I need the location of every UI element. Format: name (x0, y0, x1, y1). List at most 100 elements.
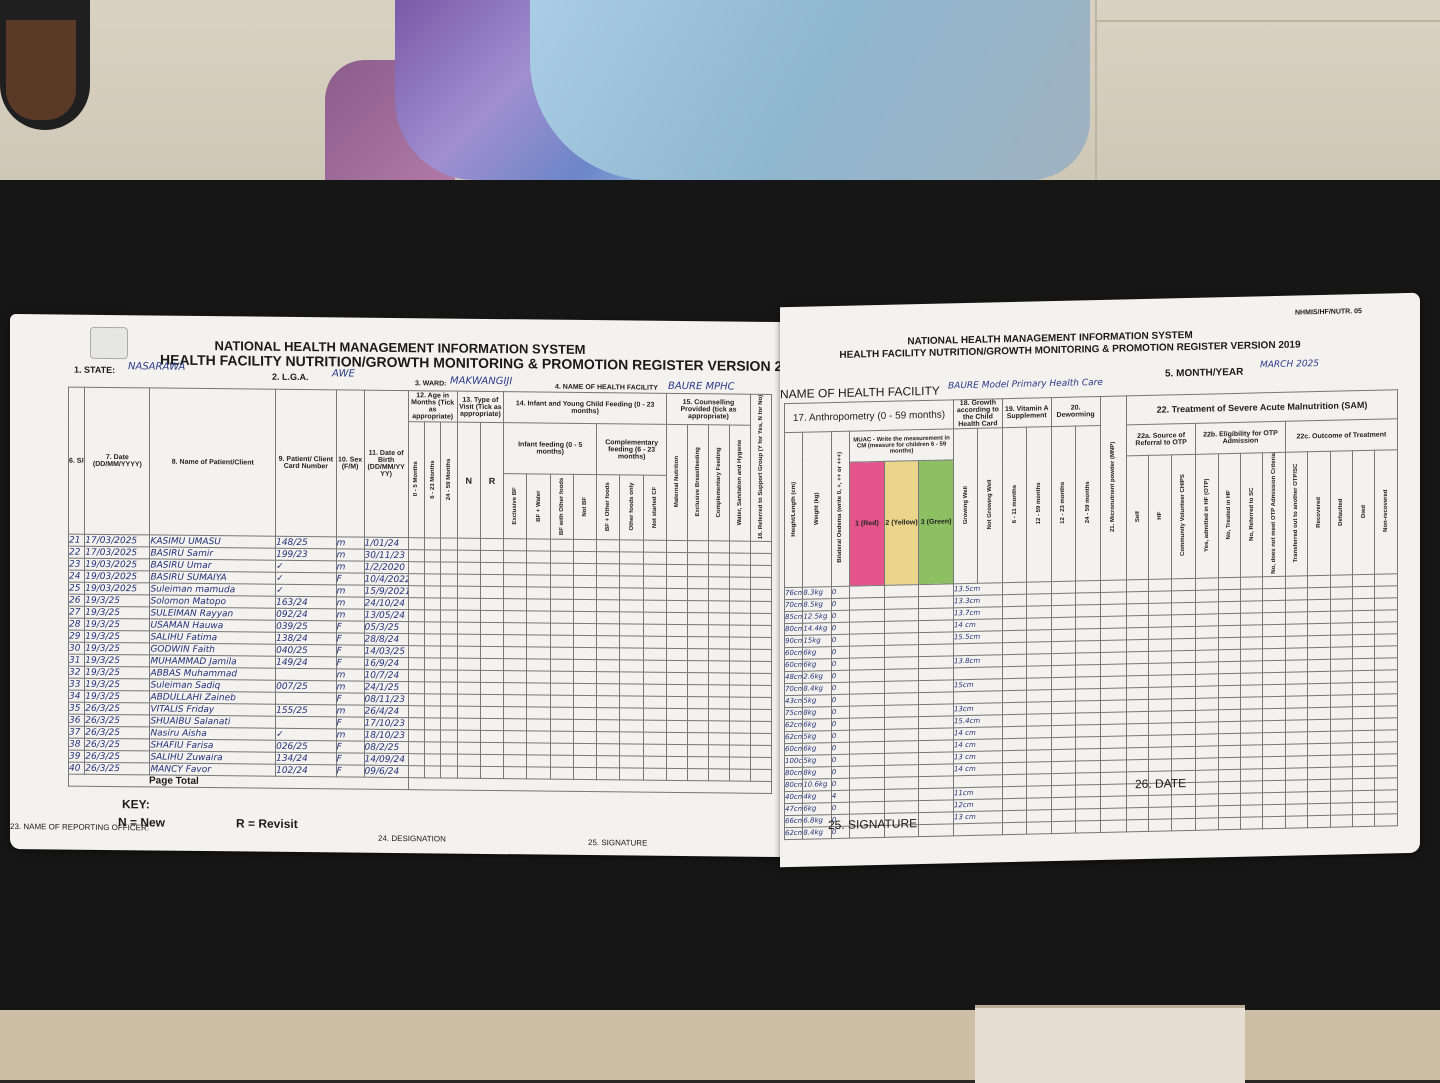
cell-checkbox[interactable] (666, 612, 688, 626)
cell-checkbox[interactable] (1171, 698, 1196, 711)
cell-checkbox[interactable] (480, 586, 504, 600)
cell-checkbox[interactable] (596, 600, 620, 613)
cell-checkbox[interactable] (1330, 670, 1353, 683)
cell-card[interactable]: 163/24 (275, 596, 337, 610)
cell-oedema[interactable]: 4 (831, 789, 850, 803)
cell-checkbox[interactable] (1218, 613, 1241, 626)
cell-checkbox[interactable] (643, 672, 667, 685)
cell-checkbox[interactable] (1218, 709, 1241, 722)
cell-checkbox[interactable] (550, 659, 574, 672)
cell-checkbox[interactable] (1171, 674, 1196, 687)
cell-checkbox[interactable] (1330, 622, 1353, 635)
cell-checkbox[interactable] (1075, 604, 1101, 617)
cell-date[interactable]: 19/03/2025 (84, 558, 150, 572)
cell-sn[interactable]: 36 (68, 714, 85, 727)
cell-checkbox[interactable] (1051, 820, 1076, 834)
cell-checkbox[interactable] (1195, 709, 1219, 723)
cell-dob[interactable]: 14/03/25 (364, 645, 409, 659)
cell-checkbox[interactable] (1262, 707, 1286, 721)
cell-checkbox[interactable] (1352, 597, 1375, 611)
cell-checkbox[interactable] (457, 562, 481, 575)
cell-date[interactable]: 19/3/25 (84, 630, 150, 644)
cell-checkbox[interactable] (1171, 662, 1196, 675)
cell-checkbox[interactable] (1240, 684, 1263, 698)
cell-checkbox[interactable] (1002, 797, 1027, 811)
cell-checkbox[interactable] (1307, 574, 1331, 588)
cell-checkbox[interactable] (1352, 693, 1375, 707)
cell-muac-band[interactable] (849, 645, 885, 658)
cell-oedema[interactable]: 0 (831, 681, 850, 695)
cell-muac-band[interactable] (884, 632, 919, 646)
cell-checkbox[interactable] (619, 708, 644, 721)
cell-dob[interactable]: 14/09/24 (364, 753, 409, 767)
cell-height[interactable]: 76cm (784, 586, 803, 600)
cell-checkbox[interactable] (643, 588, 667, 601)
cell-checkbox[interactable] (1374, 753, 1398, 766)
cell-checkbox[interactable] (619, 720, 644, 733)
cell-checkbox[interactable] (1075, 712, 1101, 725)
cell-checkbox[interactable] (729, 637, 751, 650)
cell-checkbox[interactable] (708, 625, 730, 638)
cell-checkbox[interactable] (1148, 818, 1172, 832)
cell-muac-band[interactable] (849, 585, 885, 598)
cell-checkbox[interactable] (1262, 623, 1286, 637)
cell-checkbox[interactable] (1374, 789, 1398, 802)
cell-checkbox[interactable] (1075, 736, 1101, 749)
cell-checkbox[interactable] (1148, 794, 1172, 808)
cell-checkbox[interactable] (1218, 637, 1241, 650)
cell-muac-band[interactable] (918, 655, 954, 669)
cell-checkbox[interactable] (619, 636, 644, 649)
cell-sn[interactable]: 21 (68, 534, 85, 547)
cell-checkbox[interactable] (1051, 748, 1076, 762)
cell-checkbox[interactable] (1002, 617, 1027, 631)
cell-checkbox[interactable] (1171, 626, 1196, 639)
cell-checkbox[interactable] (596, 540, 620, 553)
cell-checkbox[interactable] (1026, 593, 1052, 606)
cell-oedema[interactable]: 0 (831, 801, 850, 815)
cell-checkbox[interactable] (1051, 664, 1076, 678)
cell-checkbox[interactable] (1307, 694, 1331, 708)
cell-weight[interactable]: 8kg (802, 766, 832, 779)
cell-checkbox[interactable] (687, 757, 709, 770)
cell-date[interactable]: 19/03/2025 (84, 582, 150, 596)
cell-dob[interactable]: 1/01/24 (364, 537, 409, 551)
cell-muac-band[interactable] (849, 693, 885, 706)
cell-checkbox[interactable] (1307, 658, 1331, 672)
cell-checkbox[interactable] (619, 600, 644, 613)
cell-checkbox[interactable] (526, 659, 551, 672)
cell-date[interactable]: 26/3/25 (84, 738, 150, 752)
cell-checkbox[interactable] (1148, 614, 1172, 628)
cell-checkbox[interactable] (1285, 671, 1308, 684)
cell-card[interactable]: 007/25 (275, 680, 337, 694)
cell-card[interactable]: 199/23 (275, 548, 337, 562)
cell-height[interactable]: 75cm (784, 706, 803, 720)
cell-weight[interactable]: 15kg (802, 634, 832, 647)
cell-checkbox[interactable] (596, 696, 620, 709)
cell-checkbox[interactable] (1148, 746, 1172, 760)
cell-checkbox[interactable] (440, 622, 458, 635)
cell-checkbox[interactable] (1026, 641, 1052, 654)
cell-checkbox[interactable] (550, 599, 574, 612)
cell-checkbox[interactable] (550, 767, 574, 780)
cell-dob[interactable]: 08/11/23 (364, 693, 409, 707)
cell-checkbox[interactable] (666, 636, 688, 650)
cell-muac-value[interactable]: 15cm (953, 678, 1003, 692)
cell-sn[interactable]: 23 (68, 558, 85, 571)
cell-checkbox[interactable] (1195, 721, 1219, 735)
cell-checkbox[interactable] (480, 658, 504, 672)
cell-checkbox[interactable] (708, 697, 730, 710)
cell-date[interactable]: 26/3/25 (84, 702, 150, 716)
cell-checkbox[interactable] (750, 733, 772, 746)
cell-checkbox[interactable] (503, 659, 527, 672)
cell-checkbox[interactable] (573, 719, 597, 733)
cell-checkbox[interactable] (1307, 802, 1331, 816)
cell-checkbox[interactable] (1075, 652, 1101, 665)
cell-checkbox[interactable] (1262, 671, 1286, 685)
cell-checkbox[interactable] (750, 721, 772, 734)
cell-checkbox[interactable] (1100, 783, 1127, 797)
cell-sn[interactable]: 22 (68, 546, 85, 559)
cell-checkbox[interactable] (1352, 585, 1375, 599)
cell-height[interactable]: 60cm (784, 646, 803, 660)
cell-checkbox[interactable] (526, 599, 551, 612)
cell-checkbox[interactable] (573, 599, 597, 613)
